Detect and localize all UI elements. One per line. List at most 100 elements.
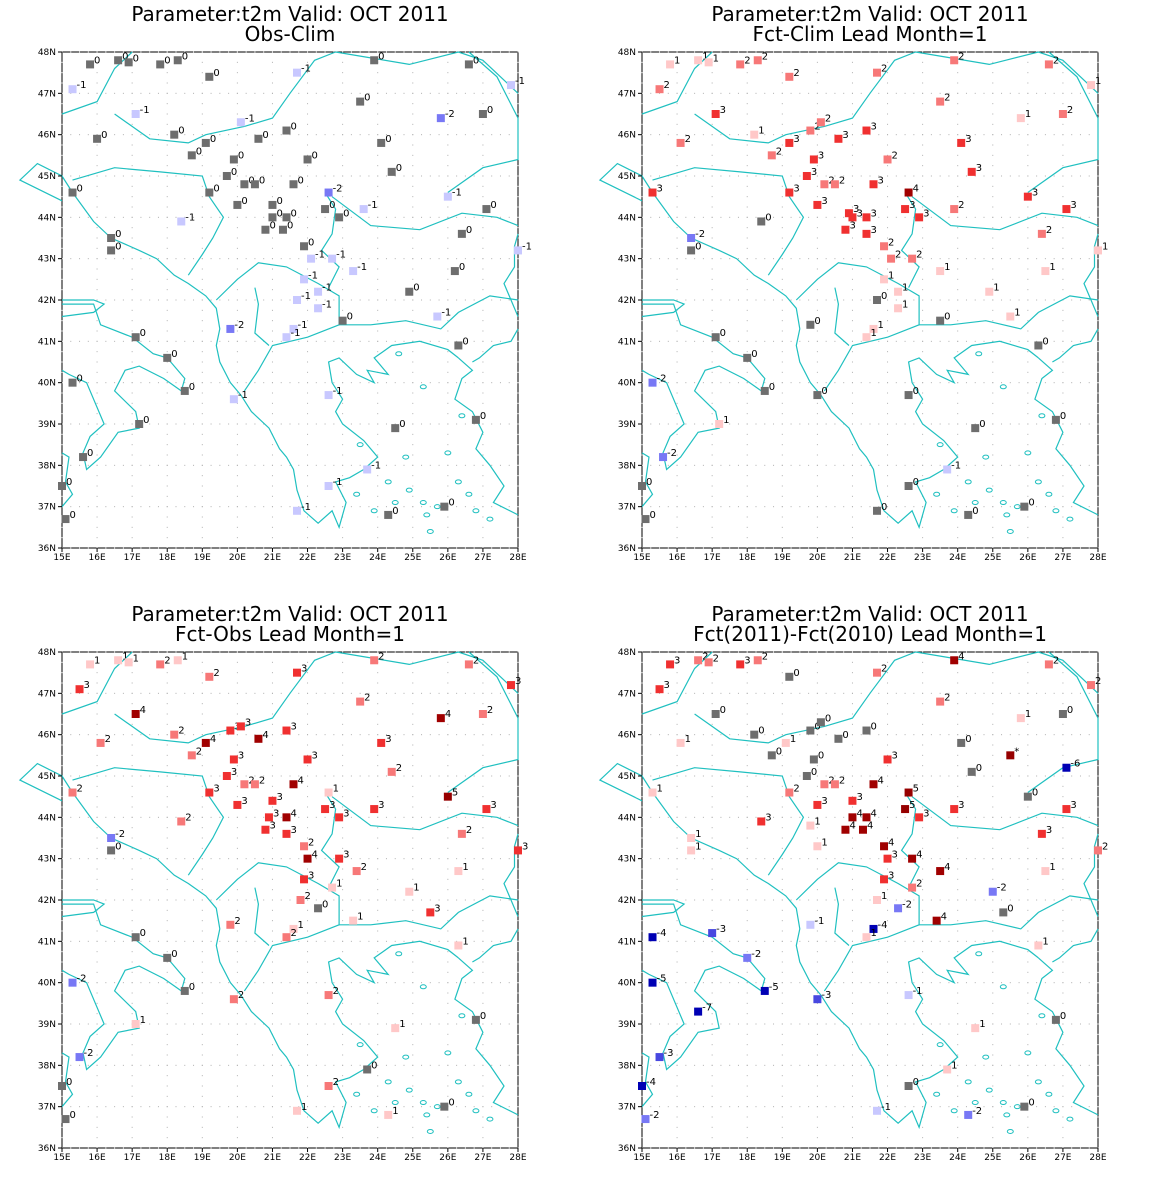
station-marker <box>387 167 396 176</box>
station-value: -2 <box>115 829 125 840</box>
lon-tick-label: 21E <box>844 1153 861 1163</box>
station-marker <box>708 929 717 938</box>
lon-tick-label: 23E <box>334 1153 351 1163</box>
station-value: 1 <box>336 879 342 890</box>
lon-tick-label: 26E <box>439 1153 456 1163</box>
islands <box>933 951 1074 1134</box>
station-marker <box>131 333 140 342</box>
station-value: 1 <box>357 912 363 923</box>
station-value: 3 <box>312 750 318 761</box>
station-marker <box>830 780 839 789</box>
station-marker <box>300 875 309 884</box>
station-value: 0 <box>189 982 195 993</box>
station-marker <box>314 304 323 313</box>
station-marker <box>114 56 123 65</box>
station-value: 0 <box>1067 705 1073 716</box>
station-marker <box>307 254 316 263</box>
station-marker <box>1037 229 1046 238</box>
station-value: 4 <box>944 862 950 873</box>
lat-tick-label: 48N <box>618 48 636 58</box>
station-marker <box>177 817 186 826</box>
station-marker <box>1044 660 1053 669</box>
station-marker <box>1041 267 1050 276</box>
station-value: 3 <box>720 105 726 116</box>
station-value: 2 <box>944 693 950 704</box>
station-marker <box>950 805 959 814</box>
station-marker <box>300 842 309 851</box>
station-value: 1 <box>713 53 719 64</box>
lon-tick-label: 25E <box>404 553 421 563</box>
station-marker <box>384 510 393 519</box>
lat-tick-label: 45N <box>618 172 636 182</box>
station-value: -2 <box>445 109 455 120</box>
lat-tick-label: 37N <box>618 503 636 513</box>
station-value: 0 <box>1007 903 1013 914</box>
lat-tick-label: 48N <box>618 648 636 658</box>
station-marker <box>873 1106 882 1115</box>
station-marker <box>236 722 245 731</box>
station-marker <box>464 660 473 669</box>
lat-tick-label: 41N <box>618 337 636 347</box>
lat-tick-label: 43N <box>38 255 56 265</box>
lon-tick-label: 20E <box>809 553 826 563</box>
station-marker <box>296 896 305 904</box>
station-marker <box>457 229 466 238</box>
station-value: 0 <box>976 763 982 774</box>
station-marker <box>806 126 815 135</box>
station-marker <box>173 656 182 665</box>
station-value: 0 <box>115 841 121 852</box>
station-value: 0 <box>913 477 919 488</box>
station-marker <box>107 834 116 842</box>
station-marker <box>293 1106 302 1115</box>
station-marker <box>233 200 242 209</box>
station-marker <box>862 229 871 238</box>
station-marker <box>464 60 473 69</box>
station-marker <box>883 854 892 863</box>
station-value: -1 <box>322 283 332 294</box>
station-value: -1 <box>333 477 343 488</box>
station-value: 3 <box>515 676 521 687</box>
lon-tick-label: 28E <box>509 1153 526 1163</box>
station-value: -1 <box>515 76 525 87</box>
lon-tick-label: 26E <box>439 553 456 563</box>
islands <box>353 351 494 534</box>
lat-tick-label: 48N <box>38 648 56 658</box>
station-marker <box>436 714 445 723</box>
station-marker <box>1006 751 1015 760</box>
station-marker <box>433 312 442 321</box>
station-marker <box>753 56 762 65</box>
lon-tick-label: 15E <box>633 553 650 563</box>
station-marker <box>1062 205 1071 214</box>
coastlines <box>18 651 519 1130</box>
station-value: 0 <box>720 328 726 339</box>
station-value: 3 <box>856 792 862 803</box>
station-map: 15E 16E 17E 18E 19E 20E 21E 22E 23E 24E 25E 26E 27E 2… <box>598 48 1108 563</box>
station-value: 0 <box>262 130 268 141</box>
station-marker <box>802 772 811 780</box>
station-marker <box>1062 763 1071 772</box>
station-marker <box>314 904 323 913</box>
station-marker <box>240 780 249 789</box>
station-value: -2 <box>902 899 912 910</box>
islands <box>353 951 494 1134</box>
station-value: 0 <box>448 1098 454 1109</box>
station-value: 1 <box>94 655 100 666</box>
lat-tick-label: 45N <box>38 172 56 182</box>
station-value: 2 <box>762 651 768 662</box>
station-marker <box>848 796 857 805</box>
station-marker <box>454 341 463 350</box>
station-value: 2 <box>664 80 670 91</box>
station-value: 1 <box>902 299 908 310</box>
station-value: 2 <box>702 651 708 662</box>
station-marker <box>641 1115 650 1124</box>
station-value: -1 <box>913 986 923 997</box>
station-marker <box>943 1065 952 1074</box>
station-value: 0 <box>765 212 771 223</box>
station-marker <box>806 821 815 830</box>
station-marker <box>79 453 88 462</box>
station-marker <box>894 904 903 913</box>
station-value: 0 <box>1032 788 1038 799</box>
station-value: -2 <box>77 974 87 985</box>
station-value: 3 <box>1046 825 1052 836</box>
station-marker <box>964 1110 973 1119</box>
